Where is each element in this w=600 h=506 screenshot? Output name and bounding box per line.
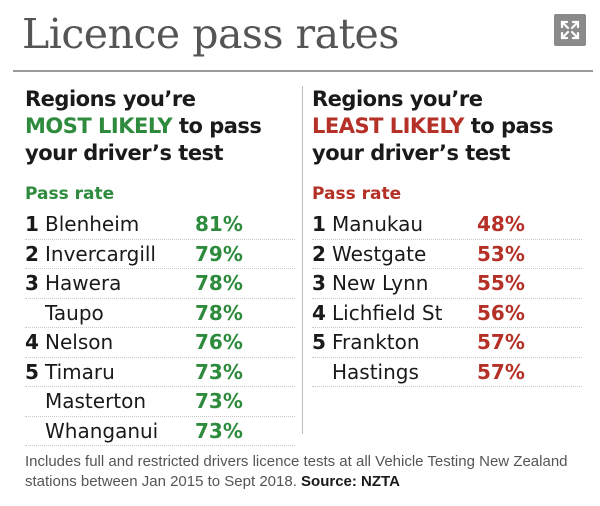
region-label: Taupo [45, 300, 104, 325]
heading-middle: to pass [470, 114, 554, 138]
heading-highlight: MOST LIKELY [25, 114, 173, 138]
rank-label: 5 [312, 330, 326, 355]
table-row: 2 Invercargill 79% [25, 240, 295, 269]
region-label: Lichfield St [332, 300, 443, 325]
table-row: 2 Westgate 53% [312, 240, 582, 269]
source-credit: Source: NZTA [301, 473, 400, 490]
rank-label: 1 [312, 212, 326, 237]
least-likely-rows: 1 Manukau 48% 2 Westgate 53% 3 New Lynn 55% 4 Lich… [312, 210, 582, 387]
region-label: Invercargill [45, 241, 156, 266]
region-label: Hastings [332, 359, 419, 384]
region-label: Blenheim [45, 212, 140, 237]
most-likely-table: Regions you’re MOST LIKELY to pass your … [25, 86, 295, 446]
region-label: Westgate [332, 241, 427, 266]
table-row: 4 Lichfield St 56% [312, 299, 582, 328]
pass-rate-value: 76% [195, 330, 243, 355]
region-label: Nelson [45, 330, 114, 355]
rank-label: 3 [25, 271, 39, 296]
pass-rate-value: 55% [477, 271, 525, 296]
region-label: New Lynn [332, 271, 429, 296]
pass-rate-value: 79% [195, 241, 243, 266]
footnote-text: Includes full and restricted drivers lic… [25, 453, 568, 490]
expand-button[interactable] [554, 14, 586, 46]
table-row: 1 Manukau 48% [312, 210, 582, 240]
pass-rate-value: 56% [477, 300, 525, 325]
region-label: Timaru [45, 359, 115, 384]
table-row: 3 New Lynn 55% [312, 269, 582, 299]
region-label: Manukau [332, 212, 424, 237]
pass-rate-value: 53% [477, 241, 525, 266]
pass-rate-subheading: Pass rate [312, 184, 402, 204]
heading-highlight: LEAST LIKELY [312, 114, 464, 138]
table-row: Hastings 57% [312, 358, 582, 387]
page-title: Licence pass rates [22, 10, 399, 58]
most-likely-heading: Regions you’re MOST LIKELY to pass your … [25, 86, 295, 167]
pass-rate-value: 78% [195, 300, 243, 325]
region-label: Masterton [45, 389, 147, 414]
rank-label: 4 [312, 300, 326, 325]
table-row: 5 Timaru 73% [25, 358, 295, 387]
pass-rate-value: 73% [195, 389, 243, 414]
expand-arrows-icon [560, 20, 580, 40]
pass-rate-value: 73% [195, 359, 243, 384]
rank-label: 1 [25, 212, 39, 237]
pass-rate-value: 78% [195, 271, 243, 296]
least-likely-table: Regions you’re LEAST LIKELY to pass your… [312, 86, 582, 387]
title-divider [13, 70, 593, 72]
rank-label: 5 [25, 359, 39, 384]
table-row: 1 Blenheim 81% [25, 210, 295, 240]
least-likely-heading: Regions you’re LEAST LIKELY to pass your… [312, 86, 582, 167]
pass-rate-value: 57% [477, 359, 525, 384]
pass-rate-value: 57% [477, 330, 525, 355]
rank-label: 2 [312, 241, 326, 266]
pass-rate-value: 48% [477, 212, 525, 237]
table-row: Masterton 73% [25, 387, 295, 417]
footnote: Includes full and restricted drivers lic… [25, 452, 585, 492]
table-row: 5 Frankton 57% [312, 328, 582, 358]
rank-label: 4 [25, 330, 39, 355]
rank-label: 3 [312, 271, 326, 296]
table-row: 3 Hawera 78% [25, 269, 295, 299]
pass-rate-value: 73% [195, 418, 243, 443]
pass-rate-value: 81% [195, 212, 243, 237]
table-row: Taupo 78% [25, 299, 295, 328]
rank-label: 2 [25, 241, 39, 266]
region-label: Whanganui [45, 418, 159, 443]
region-label: Frankton [332, 330, 420, 355]
region-label: Hawera [45, 271, 122, 296]
heading-prefix: Regions you’re [25, 87, 196, 111]
most-likely-rows: 1 Blenheim 81% 2 Invercargill 79% 3 Hawera 78% Ta… [25, 210, 295, 446]
column-divider [302, 86, 303, 434]
heading-middle: to pass [178, 114, 262, 138]
table-row: Whanganui 73% [25, 417, 295, 446]
table-row: 4 Nelson 76% [25, 328, 295, 358]
heading-suffix: your driver’s test [312, 141, 511, 165]
heading-suffix: your driver’s test [25, 141, 224, 165]
pass-rate-subheading: Pass rate [25, 184, 115, 204]
heading-prefix: Regions you’re [312, 87, 483, 111]
